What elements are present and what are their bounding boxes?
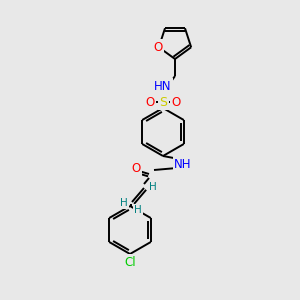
Text: HN: HN bbox=[154, 80, 172, 92]
Text: NH: NH bbox=[174, 158, 192, 170]
Text: S: S bbox=[159, 95, 167, 109]
Text: H: H bbox=[120, 198, 128, 208]
Text: O: O bbox=[131, 163, 141, 176]
Text: Cl: Cl bbox=[124, 256, 136, 268]
Text: O: O bbox=[153, 41, 163, 54]
Text: O: O bbox=[171, 95, 181, 109]
Text: H: H bbox=[134, 205, 142, 215]
Text: O: O bbox=[146, 95, 154, 109]
Text: H: H bbox=[149, 182, 157, 192]
